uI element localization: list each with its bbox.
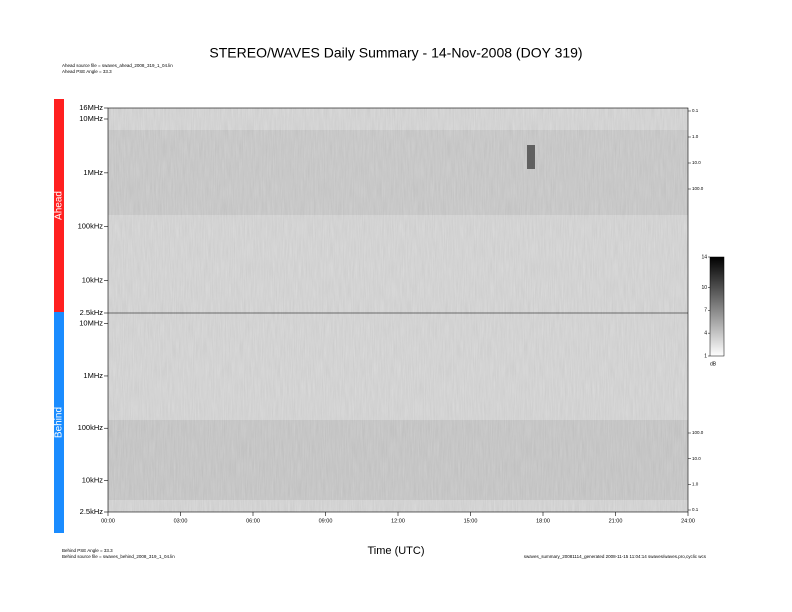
x-tick-label: 03:00	[174, 518, 188, 524]
x-tick-label: 15:00	[464, 518, 478, 524]
y2-tick-label: 1.0	[692, 134, 699, 139]
x-axis-label: Time (UTC)	[367, 545, 424, 557]
note: Behind PSE Angle = 33.3	[62, 548, 113, 553]
colorbar-tick-label: 7	[704, 308, 707, 314]
colorbar-tick-label: 10	[701, 285, 707, 291]
panel-label: Ahead	[54, 191, 65, 220]
y2-tick-label: 10.0	[692, 456, 701, 461]
note: Behind source file = swaves_behind_2008_…	[62, 554, 175, 559]
y2-tick-label: 100.0	[692, 430, 704, 435]
y-tick-label: 10MHz	[79, 114, 103, 123]
y-tick-label: 10MHz	[79, 319, 103, 328]
spectrogram-band	[108, 130, 688, 215]
spectrogram-burst	[527, 145, 535, 169]
y-tick-label: 1MHz	[83, 168, 103, 177]
x-tick-label: 24:00	[681, 518, 695, 524]
y-tick-label: 2.5kHz	[80, 308, 104, 317]
y-tick-label: 16MHz	[79, 103, 103, 112]
y2-tick-label: 0.1	[692, 507, 699, 512]
y-tick-label: 1MHz	[83, 371, 103, 380]
chart-title: STEREO/WAVES Daily Summary - 14-Nov-2008…	[209, 45, 582, 61]
panel-label: Behind	[54, 407, 65, 438]
y-tick-label: 10kHz	[82, 276, 104, 285]
note: Ahead source file = swaves_ahead_2008_31…	[62, 63, 173, 68]
x-tick-label: 21:00	[609, 518, 623, 524]
y-tick-label: 10kHz	[82, 476, 104, 485]
footer: swaves_summary_20081114_generated 2008-1…	[524, 554, 707, 559]
panel-bar	[54, 312, 64, 533]
y2-tick-label: 0.1	[692, 108, 699, 113]
colorbar-tick-label: 4	[704, 330, 707, 336]
colorbar-tick-label: 1	[704, 353, 707, 359]
x-tick-label: 06:00	[246, 518, 260, 524]
note: Ahead PSE Angle = 33.3	[62, 69, 112, 74]
x-tick-label: 12:00	[391, 518, 405, 524]
x-tick-label: 09:00	[319, 518, 333, 524]
y2-tick-label: 1.0	[692, 482, 699, 487]
y-tick-label: 2.5kHz	[80, 507, 104, 516]
spectrogram-texture	[108, 108, 688, 512]
y-tick-label: 100kHz	[78, 222, 104, 231]
colorbar	[709, 256, 725, 357]
x-tick-label: 00:00	[101, 518, 115, 524]
x-tick-label: 18:00	[536, 518, 550, 524]
colorbar-tick-label: 14	[701, 254, 707, 260]
spectrogram-band	[108, 420, 688, 500]
y2-tick-label: 100.0	[692, 186, 704, 191]
colorbar-label: dB	[710, 361, 717, 367]
y-tick-label: 100kHz	[78, 423, 104, 432]
y2-tick-label: 10.0	[692, 160, 701, 165]
panel-bar	[54, 99, 64, 312]
